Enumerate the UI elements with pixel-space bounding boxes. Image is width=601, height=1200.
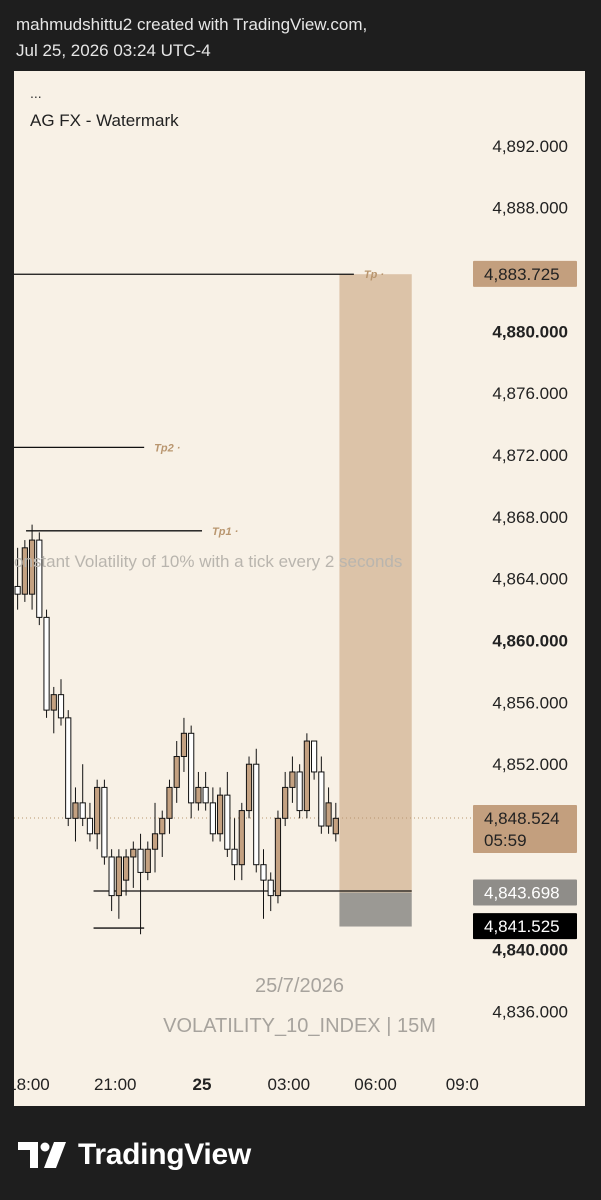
level-label-tp1: Tp1 ·: [212, 526, 238, 538]
candle[interactable]: [231, 848, 238, 866]
price-label-box-tp: [473, 260, 577, 287]
candle[interactable]: [267, 879, 274, 897]
candlestick-chart[interactable]: Tp · Tp2 · Tp1 · 4,892.000 4,888.000 4,880.00…: [14, 71, 585, 1106]
take-profit-zone[interactable]: [339, 274, 412, 893]
chart-frame[interactable]: Tp · Tp2 · Tp1 · 4,892.000 4,888.000 4,880.00…: [14, 71, 585, 1106]
date-line: Jul 25, 2026 03:24 UTC-4: [16, 41, 211, 60]
level-label-tp: Tp ·: [364, 269, 384, 281]
x-tick-label: 25: [193, 1075, 212, 1094]
x-tick-label: 18:00: [14, 1075, 50, 1094]
candle[interactable]: [238, 810, 245, 866]
candle[interactable]: [260, 864, 267, 881]
candle[interactable]: [318, 771, 325, 827]
volatility-note: onstant Volatility of 10% with a tick ev…: [14, 552, 403, 571]
price-label-sl: 4,841.525: [484, 917, 560, 936]
y-tick-label: 4,840.000: [492, 941, 568, 960]
candle[interactable]: [224, 794, 231, 850]
candle[interactable]: [86, 817, 94, 835]
candle[interactable]: [289, 771, 296, 788]
candle[interactable]: [253, 763, 260, 866]
x-tick-label: 06:00: [354, 1075, 397, 1094]
candle[interactable]: [216, 794, 224, 835]
watermark-date: 25/7/2026: [255, 975, 344, 997]
price-label-box-sl: [473, 913, 577, 940]
candle[interactable]: [303, 740, 310, 812]
level-label-tp2: Tp2 ·: [154, 442, 180, 454]
price-label-box-entry: [473, 879, 577, 906]
candle[interactable]: [282, 786, 289, 819]
brand-name: TradingView: [78, 1138, 251, 1171]
candle[interactable]: [122, 856, 130, 881]
candle[interactable]: [14, 585, 21, 595]
price-label-tp: 4,883.725: [484, 265, 560, 284]
x-tick-label: 21:00: [94, 1075, 137, 1094]
y-tick-label: 4,876.000: [492, 384, 568, 403]
candle[interactable]: [79, 802, 86, 819]
candle[interactable]: [94, 786, 101, 835]
chart-subtitle: AG FX - Watermark: [30, 111, 179, 130]
y-tick-label: 4,860.000: [492, 632, 568, 651]
candle[interactable]: [50, 694, 57, 711]
candle[interactable]: [311, 740, 318, 773]
y-tick-label: 4,888.000: [492, 199, 568, 218]
candle[interactable]: [296, 771, 303, 812]
candle[interactable]: [274, 817, 282, 897]
candle[interactable]: [72, 802, 79, 819]
candle[interactable]: [188, 732, 195, 804]
candle[interactable]: [115, 856, 122, 897]
candle[interactable]: [144, 848, 151, 873]
candle[interactable]: [173, 755, 180, 788]
price-label-current: 4,848.524: [484, 809, 560, 828]
more-menu-icon[interactable]: ...: [30, 85, 42, 101]
watermark-symbol: VOLATILITY_10_INDEX | 15M: [163, 1015, 436, 1037]
candle[interactable]: [202, 786, 209, 804]
candle[interactable]: [166, 786, 173, 819]
y-tick-label: 4,892.000: [492, 137, 568, 156]
price-label-entry: 4,843.698: [484, 884, 560, 903]
y-tick-label: 4,868.000: [492, 508, 568, 527]
candle[interactable]: [36, 539, 43, 618]
y-tick-label: 4,864.000: [492, 570, 568, 589]
candle[interactable]: [325, 802, 332, 827]
countdown-label: 05:59: [484, 831, 527, 850]
candle[interactable]: [43, 616, 50, 711]
candle[interactable]: [108, 856, 115, 897]
candle[interactable]: [57, 694, 65, 719]
y-tick-label: 4,836.000: [492, 1003, 568, 1022]
chart-header-text: mahmudshittu2 created with TradingView.c…: [16, 12, 367, 64]
price-label-box-current: [473, 804, 577, 853]
candle[interactable]: [65, 717, 72, 819]
candle[interactable]: [137, 848, 144, 873]
y-tick-label: 4,856.000: [492, 693, 568, 712]
candle[interactable]: [195, 786, 202, 804]
candle[interactable]: [180, 732, 188, 757]
candle[interactable]: [21, 547, 28, 595]
y-tick-label: 4,872.000: [492, 446, 568, 465]
candle[interactable]: [332, 817, 339, 835]
author-line: mahmudshittu2 created with TradingView.c…: [16, 15, 368, 34]
y-tick-label: 4,880.000: [492, 322, 568, 341]
candle[interactable]: [151, 833, 159, 850]
candle[interactable]: [209, 802, 216, 835]
x-tick-label: 09:0: [446, 1075, 479, 1094]
candle[interactable]: [101, 786, 108, 858]
x-tick-label: 03:00: [268, 1075, 311, 1094]
candle[interactable]: [245, 763, 253, 812]
brand-footer: TradingView: [18, 1135, 251, 1175]
y-tick-label: 4,852.000: [492, 755, 568, 774]
stop-loss-zone[interactable]: [339, 892, 412, 927]
tradingview-logo-icon: [18, 1142, 66, 1168]
candle[interactable]: [159, 817, 166, 835]
candle[interactable]: [130, 848, 137, 858]
candle[interactable]: [28, 539, 36, 595]
